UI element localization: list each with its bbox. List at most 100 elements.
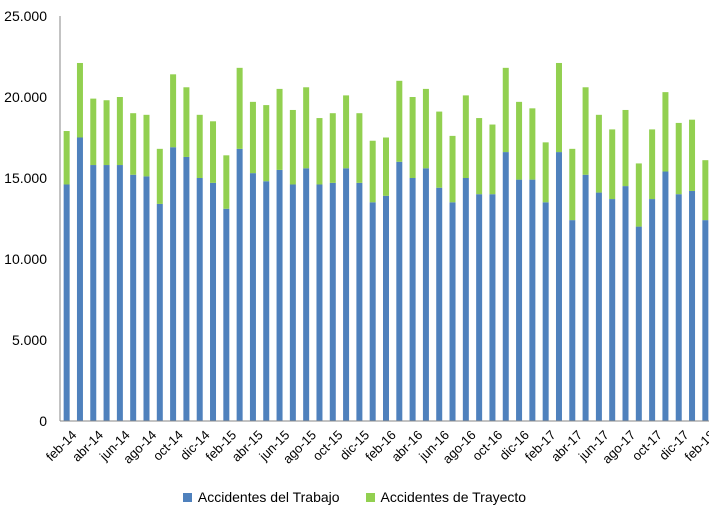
bar-accidentes-trabajo [63, 184, 70, 421]
bar-accidentes-trayecto [223, 155, 230, 209]
bar-accidentes-trayecto [196, 114, 203, 178]
y-tick-label: 20.000 [4, 89, 47, 105]
x-tick-label: abr-17 [548, 427, 585, 464]
bar-accidentes-trabajo [236, 148, 243, 421]
bar-accidentes-trayecto [529, 108, 536, 180]
bar-accidentes-trabajo [130, 174, 137, 421]
bar-accidentes-trayecto [369, 140, 376, 203]
bar-accidentes-trabajo [383, 195, 389, 421]
bar-accidentes-trabajo [103, 165, 110, 421]
bar-accidentes-trabajo [223, 208, 230, 421]
bar-accidentes-trabajo [436, 187, 443, 421]
bar-accidentes-trabajo [622, 186, 629, 421]
bar-accidentes-trabajo [76, 137, 83, 421]
bar-accidentes-trayecto [582, 87, 589, 175]
bar-accidentes-trayecto [316, 118, 323, 185]
bar-accidentes-trayecto [502, 67, 509, 153]
bar-accidentes-trabajo [702, 220, 709, 421]
bar-accidentes-trabajo [476, 194, 483, 421]
bar-accidentes-trayecto [489, 124, 496, 195]
bar-accidentes-trayecto [263, 105, 270, 182]
bar-accidentes-trabajo [502, 152, 509, 421]
bar-accidentes-trayecto [569, 148, 576, 221]
bar-accidentes-trayecto [635, 163, 642, 227]
bar-accidentes-trayecto [303, 87, 310, 169]
bar-accidentes-trayecto [462, 95, 469, 178]
y-tick-label: 25.000 [4, 8, 47, 24]
bar-accidentes-trayecto [436, 111, 443, 188]
bar-accidentes-trayecto [170, 74, 177, 148]
bar-accidentes-trabajo [569, 220, 576, 421]
bar-accidentes-trabajo [249, 173, 256, 421]
legend-label-trayecto: Accidentes de Trayecto [380, 489, 527, 505]
bar-accidentes-trayecto [595, 114, 602, 193]
x-tick-label: oct-16 [469, 427, 505, 463]
bar-accidentes-trabajo [662, 171, 669, 421]
legend-swatch-trayecto [365, 492, 375, 502]
bar-accidentes-trayecto [183, 87, 190, 157]
y-tick-label: 10.000 [4, 251, 47, 267]
bar-accidentes-trayecto [116, 97, 123, 166]
bar-accidentes-trayecto [516, 101, 523, 180]
bar-accidentes-trabajo [595, 192, 602, 421]
bar-accidentes-trayecto [476, 118, 483, 195]
bar-accidentes-trabajo [316, 184, 323, 421]
bar-accidentes-trabajo [489, 194, 496, 421]
bar-accidentes-trayecto [329, 113, 336, 183]
bar-accidentes-trayecto [622, 109, 629, 187]
bar-accidentes-trayecto [702, 160, 709, 221]
bar-accidentes-trayecto [103, 100, 110, 166]
bar-accidentes-trayecto [236, 67, 243, 149]
bar-accidentes-trabajo [396, 161, 403, 422]
bar-accidentes-trayecto [210, 121, 217, 183]
y-tick-label: 15.000 [4, 170, 47, 186]
bar-accidentes-trabajo [183, 156, 190, 421]
bar-accidentes-trayecto [542, 142, 549, 203]
y-tick-label: 5.000 [12, 332, 47, 348]
bar-accidentes-trayecto [675, 122, 682, 195]
bar-accidentes-trabajo [409, 178, 416, 421]
bar-accidentes-trayecto [649, 129, 656, 200]
x-tick-label: abr-15 [229, 427, 266, 464]
bar-accidentes-trayecto [409, 97, 416, 178]
x-tick-label: abr-14 [69, 427, 106, 464]
bar-accidentes-trayecto [383, 137, 389, 196]
bar-accidentes-trabajo [210, 182, 217, 421]
bar-accidentes-trayecto [63, 131, 70, 185]
x-tick-label: oct-14 [150, 427, 186, 463]
bar-accidentes-trayecto [356, 113, 363, 183]
bar-accidentes-trayecto [662, 92, 669, 172]
bar-accidentes-trabajo [689, 190, 696, 421]
bar-accidentes-trayecto [396, 80, 403, 162]
bar-accidentes-trabajo [196, 178, 203, 421]
bar-accidentes-trayecto [249, 101, 256, 174]
bar-accidentes-trabajo [462, 178, 469, 421]
x-tick-label: abr-16 [388, 427, 425, 464]
bar-accidentes-trabajo [422, 168, 429, 421]
bar-accidentes-trabajo [649, 199, 656, 421]
bar-accidentes-trayecto [343, 95, 350, 169]
bar-accidentes-trabajo [170, 147, 177, 421]
y-tick-label: 0 [39, 413, 47, 429]
legend-label-trabajo: Accidentes del Trabajo [197, 489, 340, 505]
bar-accidentes-trayecto [130, 113, 137, 175]
legend-item-trayecto: Accidentes de Trayecto [365, 489, 527, 505]
bar-accidentes-trayecto [156, 148, 163, 204]
bar-accidentes-trabajo [116, 165, 123, 421]
bar-accidentes-trabajo [90, 165, 97, 421]
bar-accidentes-trayecto [422, 88, 429, 169]
bar-accidentes-trayecto [276, 88, 283, 170]
stacked-bar-chart: 05.00010.00015.00020.00025.000feb-14abr-… [4, 8, 709, 467]
bar-accidentes-trayecto [689, 119, 696, 191]
bar-accidentes-trabajo [369, 202, 376, 421]
bar-accidentes-trabajo [263, 181, 270, 421]
bar-accidentes-trabajo [329, 182, 336, 421]
bar-accidentes-trabajo [542, 202, 549, 421]
bar-accidentes-trabajo [143, 176, 150, 421]
bar-accidentes-trabajo [529, 179, 536, 421]
legend-item-trabajo: Accidentes del Trabajo [182, 489, 340, 505]
bar-accidentes-trabajo [303, 168, 310, 421]
bar-accidentes-trayecto [90, 98, 97, 166]
bar-accidentes-trabajo [555, 152, 562, 421]
